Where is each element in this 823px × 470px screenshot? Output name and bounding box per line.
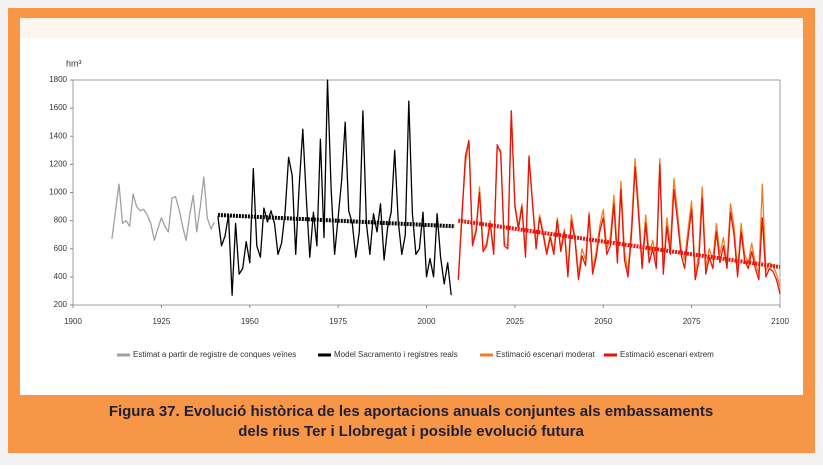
y-tick-label: 600 [54,244,68,253]
x-tick-label: 1900 [64,317,82,326]
y-axis-label: hm³ [66,58,82,68]
x-tick-label: 2100 [771,317,789,326]
series-line [111,176,215,241]
y-tick-label: 1400 [49,131,67,140]
x-tick-label: 2075 [683,317,701,326]
y-tick-label: 800 [54,216,68,225]
legend-label: Estimació escenari extrem [620,350,714,359]
x-tick-label: 1975 [329,317,347,326]
x-tick-label: 2050 [594,317,612,326]
legend-label: Model Sacramento i registres reals [334,350,458,359]
series-line [217,79,452,296]
caption: Figura 37. Evolució històrica de les apo… [109,403,713,420]
y-tick-label: 1000 [49,188,67,197]
series-line [457,110,781,294]
y-tick-label: 1800 [49,75,67,84]
panel [20,18,803,395]
y-tick-label: 1600 [49,103,67,112]
x-tick-label: 2000 [418,317,436,326]
legend-label: Estimació escenari moderat [496,350,595,359]
panel-strip [20,18,803,38]
x-tick-label: 1950 [241,317,259,326]
trend-line [217,213,455,229]
y-tick-label: 400 [54,272,68,281]
caption: dels rius Ter i Llobregat i posible evol… [238,423,584,440]
trend-line [458,218,781,269]
y-tick-label: 200 [54,300,68,309]
x-tick-label: 2025 [506,317,524,326]
y-tick-label: 1200 [49,159,67,168]
x-tick-label: 1925 [152,317,170,326]
legend-label: Estimat a partir de registre de conques … [133,350,296,359]
